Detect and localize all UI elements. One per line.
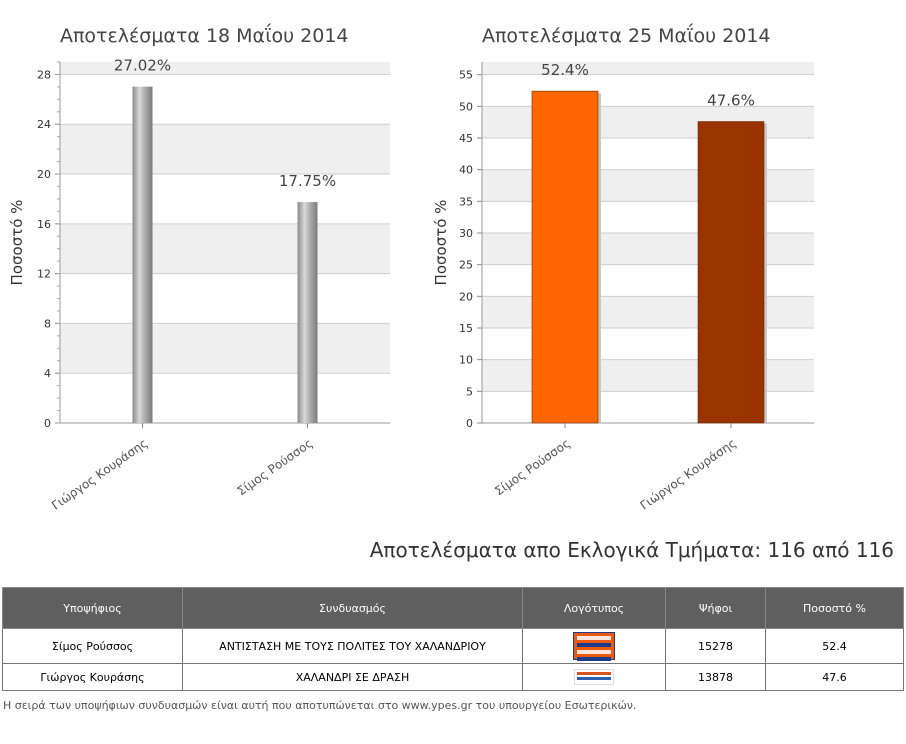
chalandri-se-drasi-logo [574,669,614,685]
data-label: 52.4% [541,61,589,79]
x-category-label: Σίμος Ρούσσος [492,436,573,498]
y-tick-label: 28 [37,68,51,81]
candidate-cell: Γιώργος Κουράσης [2,663,183,691]
footnote: Η σειρά των υποψήφιων συνδυασμών είναι α… [3,699,637,712]
column-header-logo: Λογότυπος [522,587,666,629]
x-category-label: Γιώργος Κουράσης [49,436,150,513]
votes-cell: 15278 [665,628,766,664]
data-label: 17.75% [279,172,336,190]
column-header-votes: Ψήφοι [665,587,766,629]
bar [297,202,318,423]
y-tick-label: 15 [459,322,473,335]
y-tick-label: 16 [37,218,51,231]
grid-band [60,223,390,274]
bar [531,90,599,424]
y-tick-label: 25 [459,259,473,272]
grid-band [60,62,390,75]
logo-cell [522,663,666,691]
y-tick-label: 50 [459,100,473,113]
grid-band [60,124,390,175]
column-header-coalition: Συνδυασμός [182,587,523,629]
table-row: Σίμος Ρούσσος ΑΝΤΙΣΤΑΣΗ ΜΕ ΤΟΥΣ ΠΟΛΙΤΕΣ … [2,628,904,664]
column-header-percent: Ποσοστό % [765,587,904,629]
y-tick-label: 20 [459,290,473,303]
data-label: 27.02% [114,57,171,75]
x-category-label: Σίμος Ρούσσος [235,436,316,498]
y-tick-label: 0 [466,417,473,430]
data-label: 47.6% [707,92,755,110]
y-tick-label: 30 [459,227,473,240]
y-tick-label: 45 [459,132,473,145]
bar [132,86,153,423]
chart-title: Αποτελέσματα 25 Μαΐου 2014 [482,23,771,47]
y-tick-label: 35 [459,195,473,208]
grid-band [482,62,814,75]
chart-svg: 0 5 10 15 20 25 30 35 40 45 50 55 Αποτελέσματα 25 Μα… [432,23,814,513]
chart-svg: 0 4 8 12 16 20 24 28 Αποτελέσματα 18 Μαΐου 2014 Π… [8,23,390,513]
y-tick-label: 40 [459,164,473,177]
table-header-row: Υποψήφιος Συνδυασμός Λογότυπος Ψήφοι Ποσ… [2,587,904,629]
logo-cell [522,628,666,664]
grid-band [60,323,390,374]
y-tick-label: 4 [44,367,51,380]
y-tick-label: 20 [37,168,51,181]
x-category-label: Γιώργος Κουράσης [638,436,739,513]
results-table: Υποψήφιος Συνδυασμός Λογότυπος Ψήφοι Ποσ… [2,587,904,691]
y-tick-label: 0 [44,417,51,430]
candidate-cell: Σίμος Ρούσσος [2,628,183,664]
chart-may-25: 0 5 10 15 20 25 30 35 40 45 50 55 Αποτελέσματα 25 Μα… [430,0,870,520]
percent-cell: 47.6 [765,663,904,691]
bar [697,121,765,424]
coalition-cell: ΧΑΛΑΝΔΡΙ ΣΕ ΔΡΑΣΗ [182,663,523,691]
y-tick-label: 24 [37,118,51,131]
table-row: Γιώργος Κουράσης ΧΑΛΑΝΔΡΙ ΣΕ ΔΡΑΣΗ 13878… [2,663,904,691]
results-heading: Αποτελέσματα απο Εκλογικά Τμήματα: 116 α… [369,538,894,562]
y-axis-label: Ποσοστό % [8,200,26,286]
y-tick-label: 8 [44,317,51,330]
percent-cell: 52.4 [765,628,904,664]
y-axis-label: Ποσοστό % [432,200,450,286]
chart-may-18: 0 4 8 12 16 20 24 28 Αποτελέσματα 18 Μαΐου 2014 Π… [0,0,440,520]
y-tick-label: 55 [459,69,473,82]
y-tick-label: 5 [466,385,473,398]
column-header-candidate: Υποψήφιος [2,587,183,629]
antistasi-logo [573,632,615,661]
y-tick-label: 12 [37,268,51,281]
votes-cell: 13878 [665,663,766,691]
coalition-cell: ΑΝΤΙΣΤΑΣΗ ΜΕ ΤΟΥΣ ΠΟΛΙΤΕΣ ΤΟΥ ΧΑΛΑΝΔΡΙΟΥ [182,628,523,664]
chart-title: Αποτελέσματα 18 Μαΐου 2014 [60,23,349,47]
y-tick-label: 10 [459,354,473,367]
